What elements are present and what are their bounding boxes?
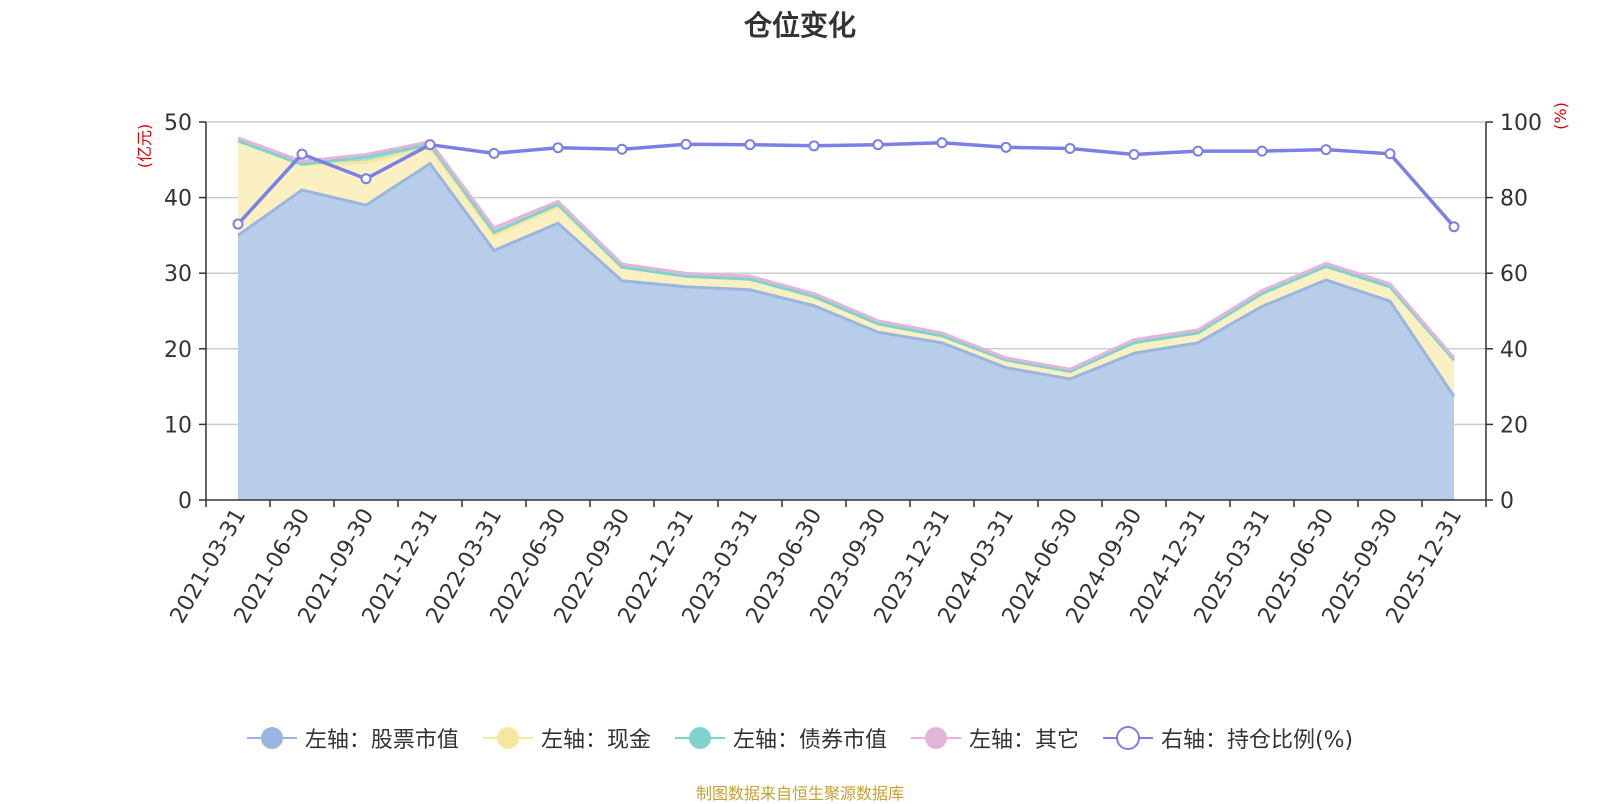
line-point <box>616 143 628 155</box>
area-line-series-2 <box>237 139 1456 374</box>
line-point <box>680 138 692 150</box>
source-note: 制图数据来自恒生聚源数据库 <box>695 784 904 803</box>
legend-label: 左轴：其它 <box>968 728 1079 753</box>
line-point <box>1128 149 1140 161</box>
legend-marker-dot <box>924 727 947 749</box>
chart-title: 仓位变化 <box>743 9 856 42</box>
area-series-1 <box>238 140 1454 397</box>
legend-marker-icon <box>910 727 961 749</box>
legend-marker-icon <box>246 727 297 749</box>
right-tick-label: 60 <box>1500 262 1528 287</box>
legend-marker-dot <box>1115 726 1140 750</box>
legend-label: 左轴：现金 <box>540 728 651 753</box>
legend-item[interactable]: 左轴：现金 <box>482 722 651 754</box>
legend-label: 左轴：股票市值 <box>304 728 459 753</box>
legend-marker-dot <box>496 727 519 749</box>
left-tick-label: 30 <box>164 262 192 287</box>
line-point <box>552 142 564 154</box>
legend-label: 右轴：持仓比例(%) <box>1160 728 1354 753</box>
legend-label: 左轴：债券市值 <box>732 728 887 753</box>
line-point <box>744 139 756 151</box>
left-tick-label: 40 <box>164 187 192 212</box>
area-layer <box>237 136 1456 500</box>
right-tick-label: 80 <box>1500 187 1528 212</box>
left-tick-label: 10 <box>164 413 192 438</box>
line-point <box>488 147 500 159</box>
legend-item[interactable]: 左轴：股票市值 <box>246 722 459 754</box>
left-axis-unit-label: (亿元) <box>135 124 154 169</box>
legend-marker-dot <box>688 727 711 749</box>
line-point <box>232 218 244 230</box>
legend-item[interactable]: 右轴：持仓比例(%) <box>1102 722 1354 754</box>
legend-marker-icon <box>674 727 725 749</box>
line-point <box>1256 145 1268 157</box>
right-axis-unit-label: (%) <box>1551 102 1570 130</box>
line-point <box>360 173 372 185</box>
line-point <box>1000 141 1012 153</box>
legend-item[interactable]: 左轴：其它 <box>910 722 1079 754</box>
left-tick-label: 0 <box>178 489 192 514</box>
line-point <box>872 139 884 151</box>
right-tick-label: 100 <box>1500 111 1542 136</box>
line-point <box>296 148 308 160</box>
right-tick-label: 20 <box>1500 413 1528 438</box>
line-point <box>1384 148 1396 160</box>
legend-marker-icon <box>1102 726 1153 750</box>
right-tick-label: 40 <box>1500 338 1528 363</box>
legend: 左轴：股票市值 左轴：现金 左轴：债券市值 左轴：其它 右轴：持仓比例(%) <box>0 722 1600 754</box>
area-line-series-0 <box>237 161 1456 398</box>
line-series-0 <box>236 141 1456 228</box>
left-tick-label: 20 <box>164 338 192 363</box>
legend-marker-icon <box>482 727 533 749</box>
area-line-series-3 <box>237 136 1456 371</box>
line-point <box>1064 142 1076 154</box>
left-tick-label: 50 <box>164 111 192 136</box>
line-point <box>936 137 948 149</box>
legend-item[interactable]: 左轴：债券市值 <box>674 722 887 754</box>
line-point <box>424 139 436 151</box>
line-point <box>808 140 820 152</box>
legend-marker-dot <box>260 727 283 749</box>
line-point <box>1192 145 1204 157</box>
line-point <box>1448 221 1460 233</box>
right-tick-label: 0 <box>1500 489 1514 514</box>
area-series-0 <box>238 163 1454 500</box>
line-layer <box>232 137 1460 233</box>
line-point <box>1320 144 1332 156</box>
